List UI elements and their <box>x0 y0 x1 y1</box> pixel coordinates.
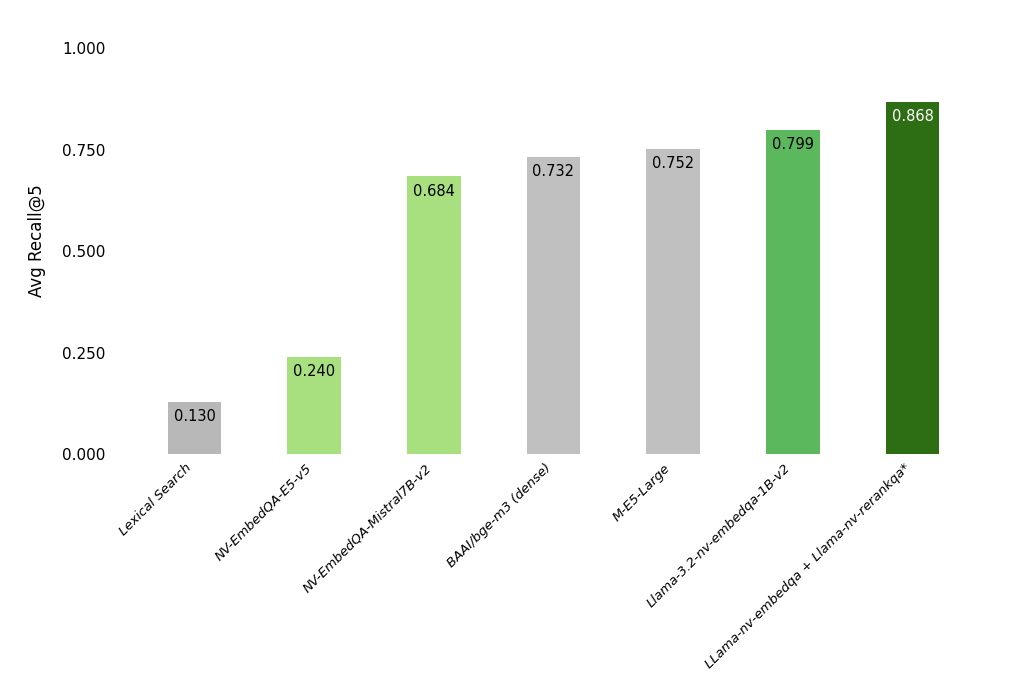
Text: 0.240: 0.240 <box>293 364 335 379</box>
Bar <box>407 176 461 454</box>
Text: 0.684: 0.684 <box>413 184 455 199</box>
Text: 0.868: 0.868 <box>892 109 934 124</box>
Y-axis label: Avg Recall@5: Avg Recall@5 <box>28 185 46 298</box>
Bar <box>526 157 581 454</box>
Bar <box>766 130 820 454</box>
Bar <box>168 401 221 454</box>
Text: 0.732: 0.732 <box>532 164 574 179</box>
Bar <box>646 149 700 454</box>
Text: 0.130: 0.130 <box>173 409 215 424</box>
Bar <box>886 102 939 454</box>
Bar <box>287 357 341 454</box>
Text: 0.752: 0.752 <box>652 156 694 171</box>
Text: 0.799: 0.799 <box>772 137 814 152</box>
